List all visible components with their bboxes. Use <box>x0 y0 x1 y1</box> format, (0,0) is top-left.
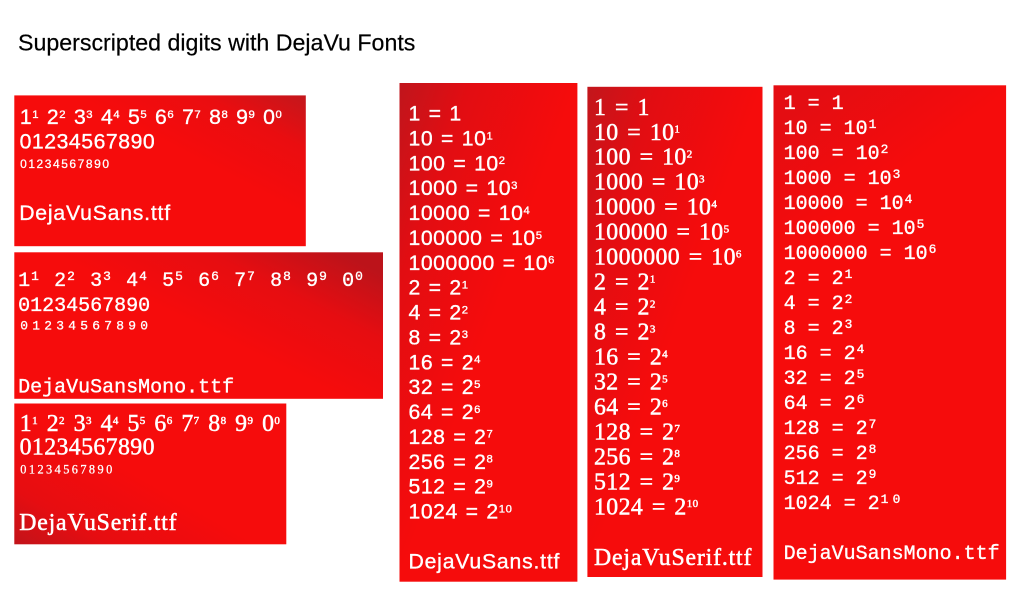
svg-text:1024 = 210: 1024 = 210 <box>409 501 513 524</box>
svg-text:1000 = 103: 1000 = 103 <box>594 170 705 196</box>
svg-text:128 = 27: 128 = 27 <box>594 419 680 445</box>
svg-text:100000=105: 100000 = 105 <box>784 217 925 241</box>
svg-text:DejaVuSans.ttf: DejaVuSans.ttf <box>19 202 171 225</box>
svg-text:10000=104: 10000 = 104 <box>784 192 913 216</box>
svg-text:DejaVuSerif.ttf: DejaVuSerif.ttf <box>19 510 177 536</box>
svg-text:64 = 26: 64 = 26 <box>594 394 668 420</box>
svg-text:256=28: 256 = 28 <box>784 442 877 466</box>
svg-text:256 = 28: 256 = 28 <box>409 451 494 474</box>
svg-text:100000 = 105: 100000 = 105 <box>594 220 730 246</box>
svg-text:1 = 1: 1 = 1 <box>594 95 650 121</box>
svg-text:8 = 23: 8 = 23 <box>594 320 656 346</box>
svg-text:512 = 29: 512 = 29 <box>594 469 680 495</box>
svg-text:128 = 27: 128 = 27 <box>409 426 494 449</box>
svg-text:1000000=106: 1000000 = 106 <box>784 242 937 266</box>
svg-text:512=29: 512 = 29 <box>784 467 877 491</box>
svg-text:01234567890: 01234567890 <box>18 295 150 318</box>
svg-text:01234567890: 01234567890 <box>20 319 148 334</box>
svg-text:1 = 1: 1 = 1 <box>409 103 462 126</box>
svg-text:DejaVuSerif.ttf: DejaVuSerif.ttf <box>594 545 752 571</box>
svg-text:64=26: 64 = 26 <box>784 392 865 416</box>
svg-text:10=101: 10 = 101 <box>784 117 877 141</box>
svg-text:DejaVuSansMono.ttf: DejaVuSansMono.ttf <box>784 543 1000 566</box>
svg-text:DejaVuSansMono.ttf: DejaVuSansMono.ttf <box>18 377 234 400</box>
svg-text:4 = 22: 4 = 22 <box>594 295 656 321</box>
svg-text:11 22 33 44 55 66 77 88 99 00: 11 22 33 44 55 66 77 88 99 00 <box>20 411 281 437</box>
svg-text:10000 = 104: 10000 = 104 <box>409 202 531 225</box>
svg-text:8=23: 8 = 23 <box>784 317 853 341</box>
svg-text:128=27: 128 = 27 <box>784 417 877 441</box>
svg-text:32 = 25: 32 = 25 <box>594 369 668 395</box>
svg-text:4 = 22: 4 = 22 <box>409 302 469 325</box>
svg-text:100 = 102: 100 = 102 <box>594 145 693 171</box>
svg-text:1024 = 210: 1024 = 210 <box>594 494 699 520</box>
svg-text:1=1: 1 = 1 <box>784 93 844 116</box>
svg-text:10 = 101: 10 = 101 <box>409 127 494 150</box>
svg-text:16 = 24: 16 = 24 <box>409 351 481 374</box>
svg-text:32 = 25: 32 = 25 <box>409 376 481 399</box>
svg-text:01234567890: 01234567890 <box>20 435 155 461</box>
svg-text:100=102: 100 = 102 <box>784 142 889 166</box>
svg-text:1000=103: 1000 = 103 <box>784 167 901 191</box>
svg-text:2=21: 2 = 21 <box>784 267 853 291</box>
svg-text:01234567890: 01234567890 <box>20 130 156 153</box>
svg-text:8 = 23: 8 = 23 <box>409 326 469 349</box>
svg-text:11 22 33 44 55 66 77 88 99 00: 11 22 33 44 55 66 77 88 99 00 <box>20 106 282 129</box>
svg-text:100 = 102: 100 = 102 <box>409 152 506 175</box>
svg-text:4=22: 4 = 22 <box>784 292 853 316</box>
svg-text:Superscripted digits with Deja: Superscripted digits with DejaVu Fonts <box>18 30 415 56</box>
svg-text:01234567890: 01234567890 <box>20 157 110 171</box>
svg-text:01234567890: 01234567890 <box>20 462 114 476</box>
svg-text:1000 = 103: 1000 = 103 <box>409 177 518 200</box>
svg-text:1000000 = 106: 1000000 = 106 <box>594 245 742 271</box>
svg-text:512 = 29: 512 = 29 <box>409 476 494 499</box>
svg-text:100000 = 105: 100000 = 105 <box>409 227 543 250</box>
svg-text:10 = 101: 10 = 101 <box>594 120 680 146</box>
svg-text:64 = 26: 64 = 26 <box>409 401 481 424</box>
svg-text:256 = 28: 256 = 28 <box>594 444 680 470</box>
svg-text:DejaVuSans.ttf: DejaVuSans.ttf <box>409 550 561 573</box>
svg-text:1024=210: 1024 = 21 0 <box>784 492 901 516</box>
svg-text:2 = 21: 2 = 21 <box>409 277 469 300</box>
svg-text:16=24: 16 = 24 <box>784 342 865 366</box>
svg-text:10000 = 104: 10000 = 104 <box>594 195 717 221</box>
svg-text:32=25: 32 = 25 <box>784 367 865 391</box>
svg-text:16 = 24: 16 = 24 <box>594 345 668 371</box>
svg-text:2 = 21: 2 = 21 <box>594 270 656 296</box>
svg-text:1000000 = 106: 1000000 = 106 <box>409 252 555 275</box>
